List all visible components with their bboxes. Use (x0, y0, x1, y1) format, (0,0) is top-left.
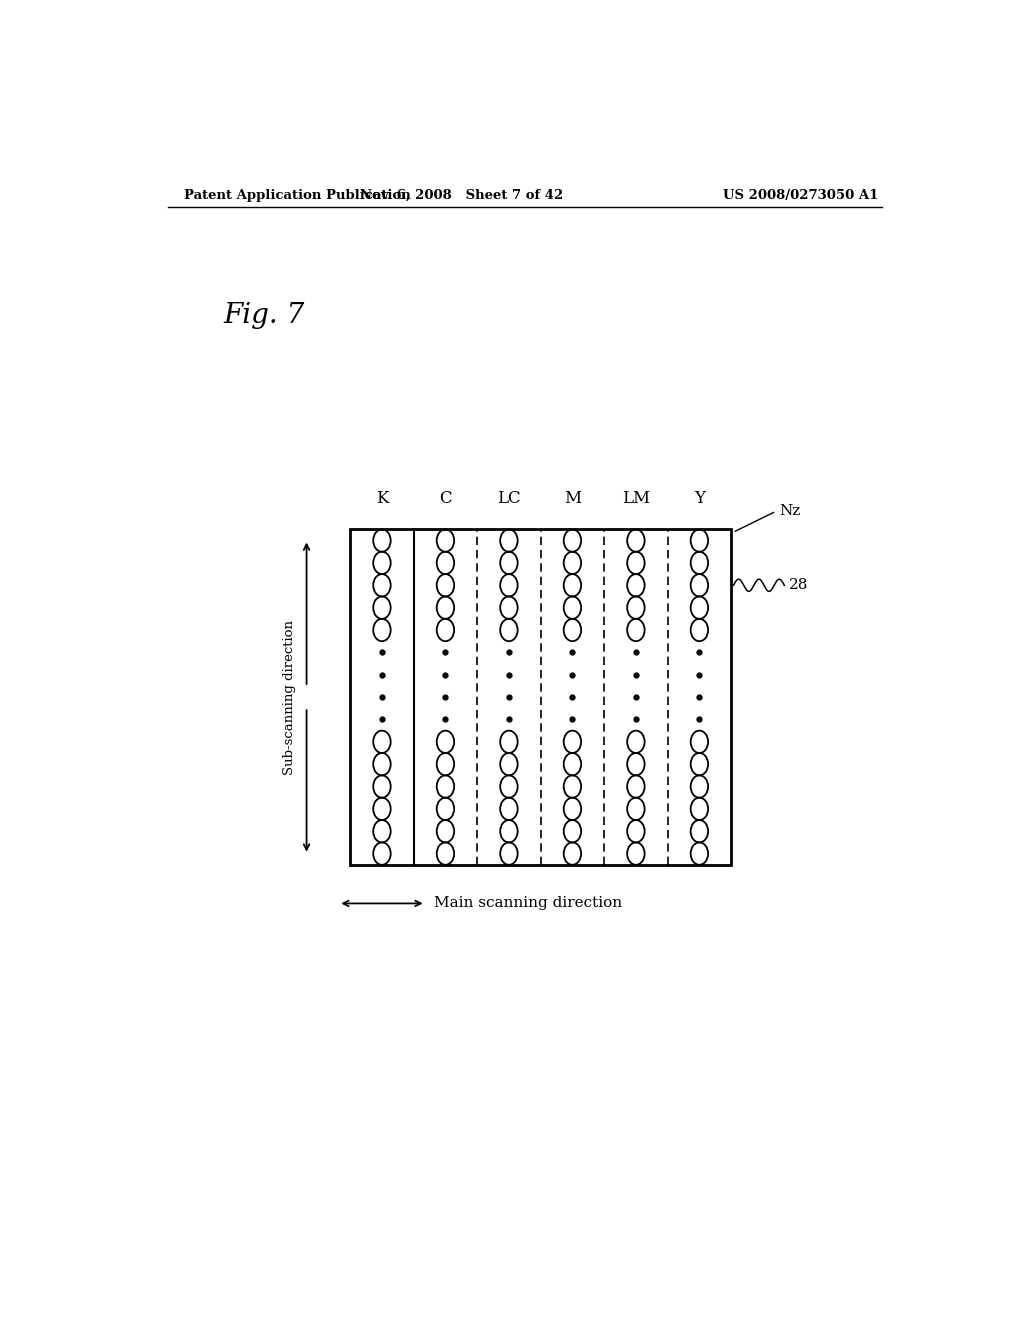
Text: Nz: Nz (779, 504, 800, 517)
Bar (350, 529, 731, 865)
Text: US 2008/0273050 A1: US 2008/0273050 A1 (723, 189, 879, 202)
Text: LC: LC (497, 490, 521, 507)
Text: Y: Y (694, 490, 705, 507)
Text: M: M (564, 490, 581, 507)
Text: C: C (439, 490, 452, 507)
Text: Nov. 6, 2008   Sheet 7 of 42: Nov. 6, 2008 Sheet 7 of 42 (359, 189, 563, 202)
Text: Sub-scanning direction: Sub-scanning direction (283, 619, 296, 775)
Text: LM: LM (622, 490, 650, 507)
Text: 28: 28 (790, 578, 808, 593)
Text: Fig. 7: Fig. 7 (223, 302, 304, 330)
Text: Patent Application Publication: Patent Application Publication (183, 189, 411, 202)
Text: Main scanning direction: Main scanning direction (433, 896, 622, 911)
Text: K: K (376, 490, 388, 507)
